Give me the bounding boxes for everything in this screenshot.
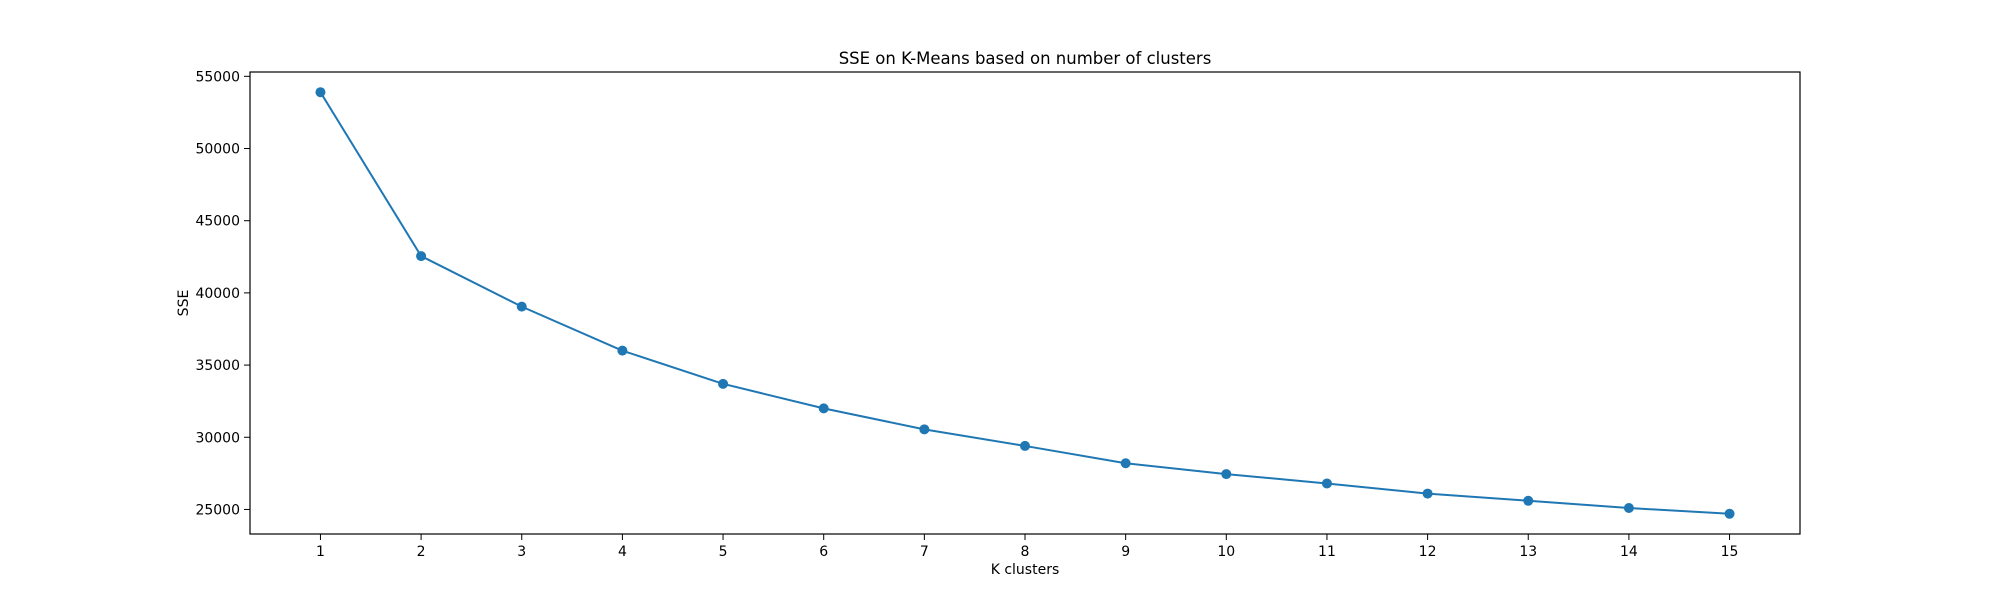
x-tick-label: 10 xyxy=(1217,544,1235,560)
data-point xyxy=(818,403,829,414)
data-point xyxy=(617,345,628,356)
y-tick-label: 40000 xyxy=(195,286,240,302)
data-point xyxy=(1020,440,1030,451)
x-tick-label: 9 xyxy=(1121,544,1130,560)
plot-area-frame xyxy=(249,71,1801,535)
data-point xyxy=(718,378,729,389)
x-tick-label: 14 xyxy=(1620,544,1638,560)
data-point xyxy=(516,301,527,312)
data-point xyxy=(1523,495,1534,506)
data-point xyxy=(315,87,326,98)
series-layer xyxy=(315,87,1735,519)
data-point xyxy=(1724,508,1735,519)
x-tick-label: 2 xyxy=(417,544,426,560)
x-tick-label: 4 xyxy=(618,544,627,560)
data-point xyxy=(919,424,930,435)
data-point xyxy=(1221,469,1232,480)
data-point xyxy=(1422,488,1433,499)
y-tick-label: 30000 xyxy=(195,430,240,446)
x-tick-label: 3 xyxy=(517,544,526,560)
data-point xyxy=(416,251,427,262)
x-tick-label: 5 xyxy=(719,544,728,560)
y-tick-label: 25000 xyxy=(195,502,240,518)
y-tick-label: 45000 xyxy=(195,214,240,230)
y-tick-label: 35000 xyxy=(195,358,240,374)
x-tick-label: 11 xyxy=(1318,544,1336,560)
x-axis-label: K clusters xyxy=(991,562,1060,578)
y-tick-label: 50000 xyxy=(195,142,240,158)
y-axis-label: SSE xyxy=(176,290,192,317)
y-axis: 25000 30000 35000 40000 45000 50000 55000 xyxy=(195,69,250,518)
y-tick-label: 55000 xyxy=(195,69,240,85)
x-axis: 1 2 3 4 5 6 7 8 9 10 11 12 13 14 15 xyxy=(316,534,1738,560)
chart-title: SSE on K-Means based on number of cluste… xyxy=(839,49,1212,68)
data-point xyxy=(1321,478,1332,489)
x-tick-label: 12 xyxy=(1419,544,1437,560)
x-tick-label: 6 xyxy=(819,544,828,560)
x-tick-label: 1 xyxy=(316,544,325,560)
x-tick-label: 13 xyxy=(1519,544,1537,560)
data-point xyxy=(1120,458,1131,469)
x-tick-label: 7 xyxy=(920,544,929,560)
x-tick-label: 8 xyxy=(1021,544,1030,560)
x-tick-label: 15 xyxy=(1721,544,1739,560)
data-point xyxy=(1623,503,1634,514)
